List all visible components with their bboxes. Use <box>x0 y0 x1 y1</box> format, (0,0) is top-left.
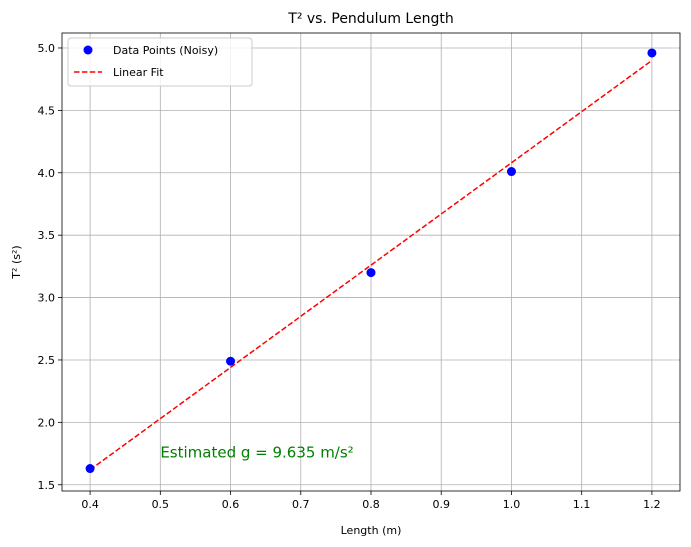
x-tick-label: 0.8 <box>362 498 380 511</box>
y-tick-label: 4.0 <box>38 167 56 180</box>
grid <box>62 33 680 491</box>
y-tick-label: 4.5 <box>38 104 56 117</box>
y-tick-label: 1.5 <box>38 479 56 492</box>
x-tick-label: 0.9 <box>432 498 450 511</box>
series-layer <box>85 48 657 474</box>
x-tick-label: 0.4 <box>81 498 99 511</box>
x-axis-label: Length (m) <box>341 524 402 537</box>
legend-box <box>67 37 253 87</box>
legend-label-linear-fit: Linear Fit <box>113 66 164 79</box>
linear-fit-line <box>89 59 653 471</box>
x-tick-label: 1.0 <box>503 498 521 511</box>
x-tick-label: 0.5 <box>152 498 170 511</box>
legend-label-data-points: Data Points (Noisy) <box>113 44 218 57</box>
x-tick-label: 1.2 <box>643 498 661 511</box>
x-tick-label: 0.6 <box>222 498 240 511</box>
data-point <box>85 464 95 474</box>
y-tick-label: 2.0 <box>38 416 56 429</box>
y-tick-label: 3.0 <box>38 292 56 305</box>
x-tick-label: 0.7 <box>292 498 310 511</box>
data-point <box>226 356 236 366</box>
data-point <box>506 167 516 177</box>
y-tick-label: 5.0 <box>38 42 56 55</box>
data-point <box>366 268 376 278</box>
y-tick-label: 3.5 <box>38 229 56 242</box>
estimate-annotation: Estimated g = 9.635 m/s² <box>160 443 353 461</box>
legend-marker-data-points <box>83 45 93 55</box>
ticks: 0.4 0.5 0.6 0.7 0.8 0.9 1.0 1.1 1.2 1.5 2.0 2.5 3.0 3… <box>38 42 661 511</box>
y-axis-label: T² (s²) <box>10 245 23 279</box>
x-tick-label: 1.1 <box>573 498 591 511</box>
y-tick-label: 2.5 <box>38 354 56 367</box>
chart-title: T² vs. Pendulum Length <box>287 11 453 27</box>
data-point <box>647 48 657 58</box>
legend: Data Points (Noisy) Linear Fit <box>67 37 253 87</box>
